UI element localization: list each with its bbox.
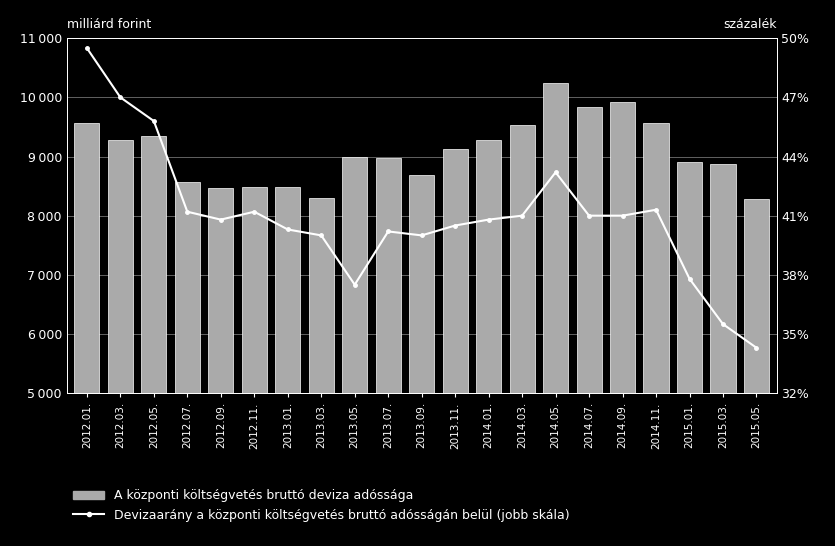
Bar xyxy=(276,187,301,546)
Bar xyxy=(342,157,367,546)
Bar xyxy=(409,175,434,546)
Bar xyxy=(376,158,401,546)
Bar xyxy=(443,150,468,546)
Bar xyxy=(208,188,233,546)
Bar xyxy=(610,102,635,546)
Legend: A központi költségvetés bruttó deviza adóssága, Devizaarány a központi költségve: A központi költségvetés bruttó deviza ad… xyxy=(73,489,570,522)
Bar xyxy=(309,198,334,546)
Bar xyxy=(175,182,200,546)
Bar xyxy=(711,164,736,546)
Bar xyxy=(241,187,267,546)
Bar xyxy=(141,136,166,546)
Bar xyxy=(74,123,99,546)
Bar xyxy=(108,140,133,546)
Bar xyxy=(509,124,534,546)
Bar xyxy=(744,199,769,546)
Bar xyxy=(543,82,568,546)
Bar xyxy=(677,162,702,546)
Text: százalék: százalék xyxy=(723,18,777,31)
Bar xyxy=(476,140,501,546)
Text: milliárd forint: milliárd forint xyxy=(67,18,151,31)
Bar xyxy=(644,123,669,546)
Bar xyxy=(576,107,602,546)
